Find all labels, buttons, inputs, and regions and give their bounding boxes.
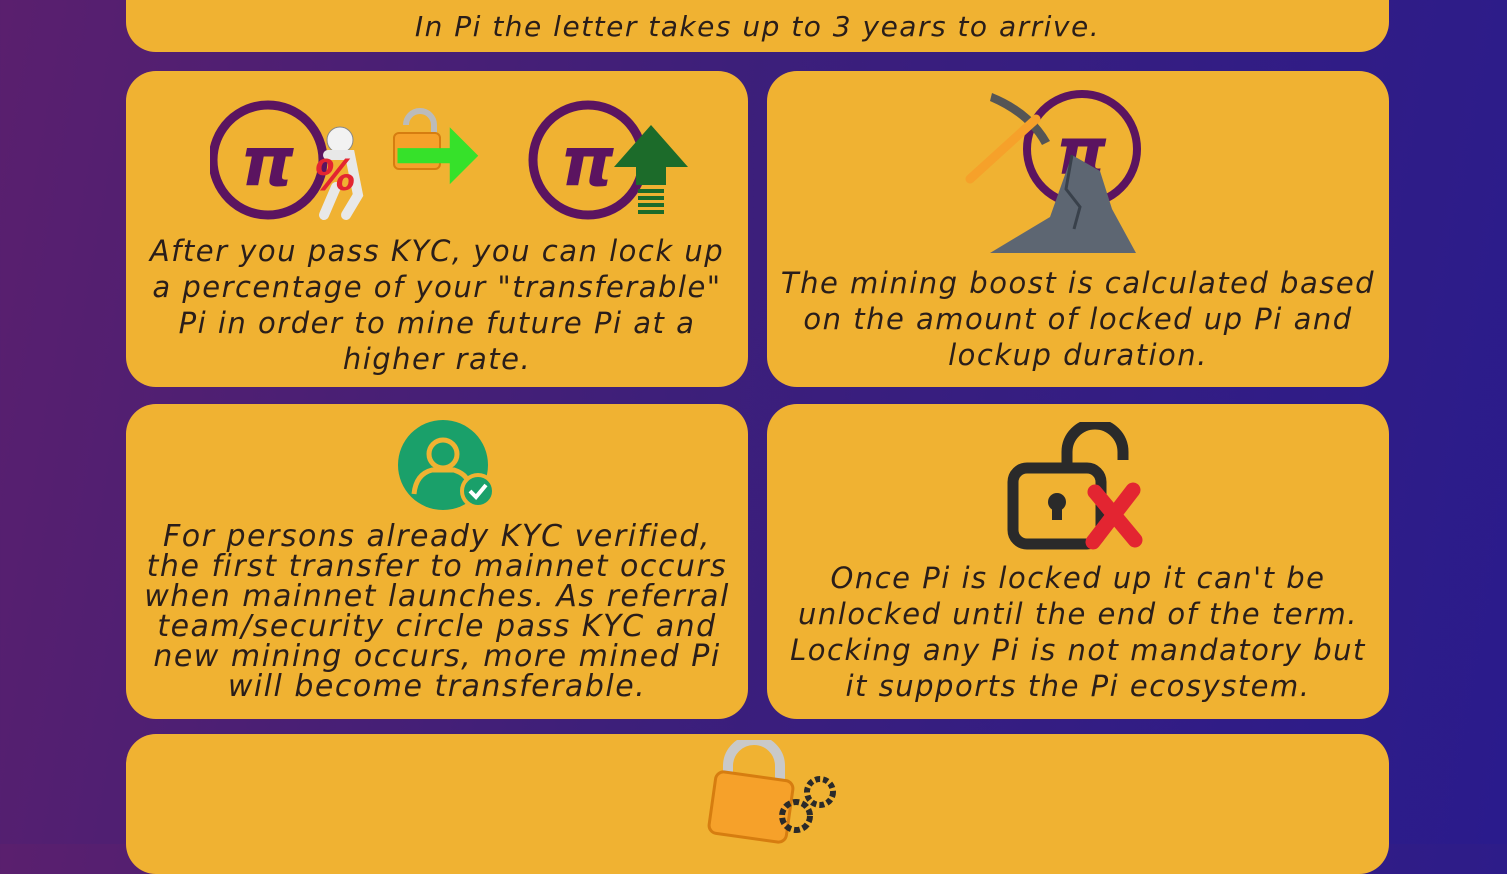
unlock-x-icon bbox=[1007, 422, 1143, 550]
intro-text: In Pi the letter takes up to 3 years to … bbox=[414, 10, 1101, 43]
pi-up-arrow-icon: π bbox=[528, 100, 688, 220]
svg-text:π: π bbox=[240, 123, 295, 202]
lock-gear-icon bbox=[707, 740, 836, 844]
mining-boost-card: π The mining boost is calculated based o… bbox=[767, 71, 1389, 387]
kyc-card: For persons already KYC verified, the fi… bbox=[126, 404, 748, 719]
pi-percent-icon: π % bbox=[210, 100, 364, 220]
pickaxe-pi-icon: π bbox=[965, 90, 1141, 253]
unlock-card: Once Pi is locked up it can't be unlocke… bbox=[767, 404, 1389, 719]
verified-user-icon bbox=[398, 420, 496, 510]
svg-text:%: % bbox=[314, 151, 358, 200]
lockup-card: π % π After you pass KYC, you can lock u… bbox=[126, 71, 748, 387]
svg-text:π: π bbox=[560, 123, 615, 202]
unlock-text: Once Pi is locked up it can't be unlocke… bbox=[790, 561, 1366, 703]
lockup-text: After you pass KYC, you can lock up a pe… bbox=[149, 234, 725, 376]
intro-card: In Pi the letter takes up to 3 years to … bbox=[126, 0, 1389, 52]
mining-boost-text: The mining boost is calculated based on … bbox=[780, 266, 1376, 372]
kyc-text: For persons already KYC verified, the fi… bbox=[144, 519, 730, 704]
lock-arrow-icon bbox=[393, 108, 479, 185]
bottom-card bbox=[126, 734, 1389, 874]
